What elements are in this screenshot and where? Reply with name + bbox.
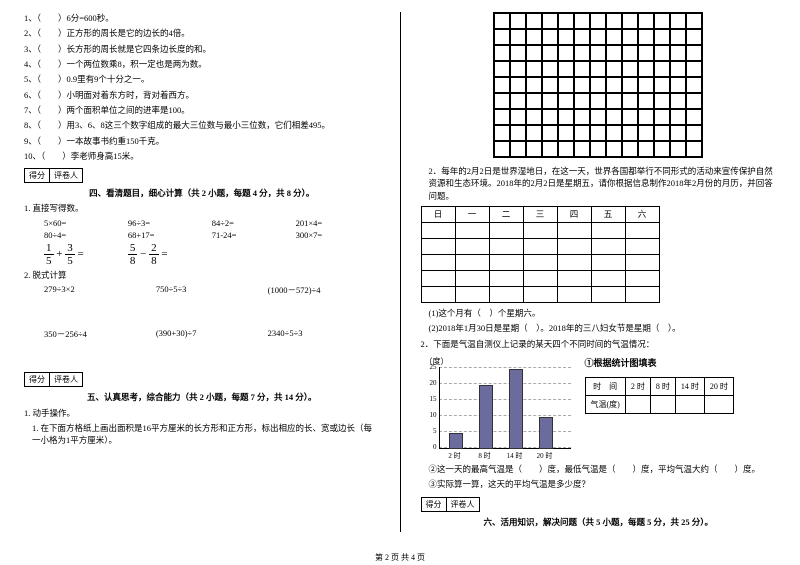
question-7: 7、（ ）两个面积单位之间的进率是100。 xyxy=(24,104,380,116)
question-10: 10、（ ）李老师身高15米。 xyxy=(24,150,380,162)
task-5-1-text: 1. 在下面方格纸上画出面积是16平方厘米的长方形和正方形，标出相应的长、宽或边… xyxy=(24,422,380,447)
eq: 279÷3×2 xyxy=(44,284,156,296)
right-column: 2．每年的2月2日是世界湿地日，在这一天，世界各国都举行不同形式的活动来宣传保护… xyxy=(421,12,777,532)
eq: 80÷4= xyxy=(44,230,128,240)
score-box: 得分 评卷人 xyxy=(24,168,83,183)
reviewer-label: 评卷人 xyxy=(50,373,82,386)
score-label: 得分 xyxy=(25,169,50,182)
question-cal-2: (2)2018年1月30日是星期（ ）。2018年的三八妇女节是星期（ ）。 xyxy=(421,322,777,334)
question-5: 5、（ ）0.9里有9个十分之一。 xyxy=(24,73,380,85)
eq: 84÷2= xyxy=(212,218,296,228)
score-box: 得分 评卷人 xyxy=(24,372,83,387)
question-3: 3、（ ）长方形的周长就是它四条边长度的和。 xyxy=(24,43,380,55)
eq: 350－256÷4 xyxy=(44,328,156,340)
eq: 71-24= xyxy=(212,230,296,240)
score-box: 得分 评卷人 xyxy=(421,497,480,512)
question-4: 4、（ ）一个两位数乘8，积一定也是两为数。 xyxy=(24,58,380,70)
question-8: 8、（ ）用3、6、8这三个数字组成的最大三位数与最小三位数，它们相差495。 xyxy=(24,119,380,131)
eq: 750÷5÷3 xyxy=(156,284,268,296)
fraction-eq-1: 15 + 35 = xyxy=(44,242,128,267)
calendar-table: 日一二三四五六 xyxy=(421,206,660,303)
chart-area: （度） 05101520252 时8 时14 时20 时 ①根据统计图填表 时 … xyxy=(421,356,777,459)
question-chart-2: ②这一天的最高气温是（ ）度，最低气温是（ ）度，平均气温大约（ ）度。 xyxy=(421,463,777,475)
question-1: 1、（ ）6分=600秒。 xyxy=(24,12,380,24)
fraction-row: 15 + 35 = 58 − 28 = xyxy=(44,242,380,267)
task-1-label: 1. 直接写得数。 xyxy=(24,202,380,214)
eq: 201×4= xyxy=(296,218,380,228)
chart-right-panel: ①根据统计图填表 时 间2 时8 时14 时20 时气温(度) xyxy=(585,356,734,459)
column-divider xyxy=(400,12,401,532)
paragraph-3: 2．下面是气温自测仪上记录的某天四个不同时间的气温情况： xyxy=(421,338,777,350)
question-9: 9、（ ）一本故事书约重150千克。 xyxy=(24,135,380,147)
question-cal-1: (1)这个月有（ ）个星期六。 xyxy=(421,307,777,319)
stat-table: 时 间2 时8 时14 时20 时气温(度) xyxy=(585,377,734,414)
grid-paper-1 xyxy=(421,12,777,159)
section-6-title: 六、活用知识，解决问题（共 5 小题，每题 5 分，共 25 分）。 xyxy=(421,516,777,528)
section-6-head: 得分 评卷人 xyxy=(421,497,777,512)
question-2: 2、（ ）正方形的周长是它的边长的4倍。 xyxy=(24,27,380,39)
eq: 68+17= xyxy=(128,230,212,240)
page-footer: 第 2 页 共 4 页 xyxy=(0,552,800,563)
eq-row-3: 279÷3×2 750÷5÷3 (1000－572)÷4 xyxy=(44,284,380,296)
chart-title: ①根据统计图填表 xyxy=(585,356,734,369)
eq: 96÷3= xyxy=(128,218,212,228)
eq-row-2: 80÷4= 68+17= 71-24= 300×7= xyxy=(44,230,380,240)
fraction-eq-2: 58 − 28 = xyxy=(128,242,212,267)
section-4-title: 四、看清题目，细心计算（共 2 小题，每题 4 分，共 8 分）。 xyxy=(24,187,380,199)
eq: (390+30)÷7 xyxy=(156,328,268,340)
eq-row-4: 350－256÷4 (390+30)÷7 2340÷5÷3 xyxy=(44,328,380,340)
section-5-head: 得分 评卷人 xyxy=(24,372,380,387)
task-2-label: 2. 脱式计算 xyxy=(24,269,380,281)
eq: 5×60= xyxy=(44,218,128,228)
bar-chart: （度） 05101520252 时8 时14 时20 时 xyxy=(421,356,571,459)
score-label: 得分 xyxy=(25,373,50,386)
y-axis-label: （度） xyxy=(425,356,571,367)
question-6: 6、（ ）小明面对着东方时，背对着西方。 xyxy=(24,89,380,101)
score-label: 得分 xyxy=(422,498,447,511)
section-5-title: 五、认真思考，综合能力（共 2 小题，每题 7 分，共 14 分）。 xyxy=(24,391,380,403)
question-chart-3: ③实际算一算，这天的平均气温是多少度？ xyxy=(421,478,777,490)
reviewer-label: 评卷人 xyxy=(447,498,479,511)
eq: 2340÷5÷3 xyxy=(268,328,380,340)
eq: 300×7= xyxy=(296,230,380,240)
page-container: 1、（ ）6分=600秒。 2、（ ）正方形的周长是它的边长的4倍。 3、（ ）… xyxy=(0,0,800,540)
task-5-1-label: 1. 动手操作。 xyxy=(24,407,380,419)
reviewer-label: 评卷人 xyxy=(50,169,82,182)
left-column: 1、（ ）6分=600秒。 2、（ ）正方形的周长是它的边长的4倍。 3、（ ）… xyxy=(24,12,380,532)
eq: (1000－572)÷4 xyxy=(268,284,380,296)
section-4-head: 得分 评卷人 xyxy=(24,168,380,183)
paragraph-2: 2．每年的2月2日是世界湿地日，在这一天，世界各国都举行不同形式的活动来宣传保护… xyxy=(421,165,777,202)
eq-row-1: 5×60= 96÷3= 84÷2= 201×4= xyxy=(44,218,380,228)
